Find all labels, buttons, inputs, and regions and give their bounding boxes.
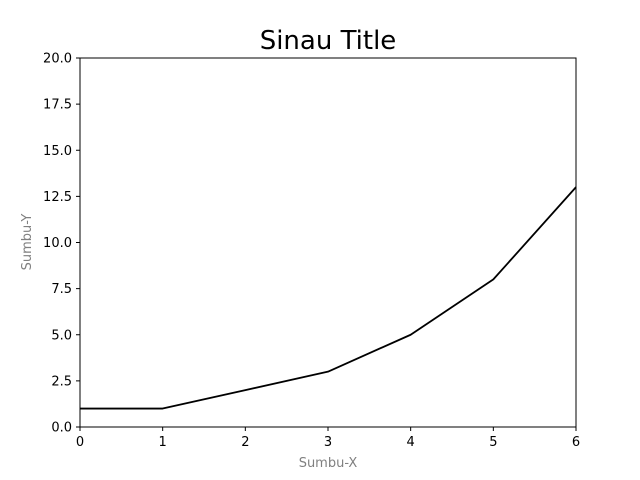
y-tick-label: 0.0: [51, 421, 72, 436]
y-tick-label: 5.0: [51, 328, 72, 343]
y-tick-label: 20.0: [43, 52, 72, 67]
y-tick-label: 17.5: [43, 98, 72, 113]
y-axis: 0.0 2.5 5.0 7.5 10.0 12.5 15.0 17.5 20.0: [43, 52, 80, 436]
y-tick-label: 12.5: [43, 190, 72, 205]
series-line: [80, 186, 577, 410]
x-tick-label: 2: [241, 435, 249, 450]
x-tick-label: 4: [407, 435, 415, 450]
chart-title: Sinau Title: [260, 26, 397, 56]
x-tick-label: 5: [489, 435, 497, 450]
x-tick-label: 1: [159, 435, 167, 450]
y-tick-label: 10.0: [43, 236, 72, 251]
x-tick-label: 6: [572, 435, 580, 450]
y-tick-label: 15.0: [43, 144, 72, 159]
y-axis-label: Sumbu-Y: [20, 214, 35, 271]
y-tick-label: 7.5: [51, 282, 72, 297]
x-tick-label: 0: [76, 435, 84, 450]
x-axis-label: Sumbu-X: [299, 456, 358, 471]
x-tick-label: 3: [324, 435, 332, 450]
x-axis: 0 1 2 3 4 5 6: [76, 427, 580, 450]
y-tick-label: 2.5: [51, 374, 72, 389]
